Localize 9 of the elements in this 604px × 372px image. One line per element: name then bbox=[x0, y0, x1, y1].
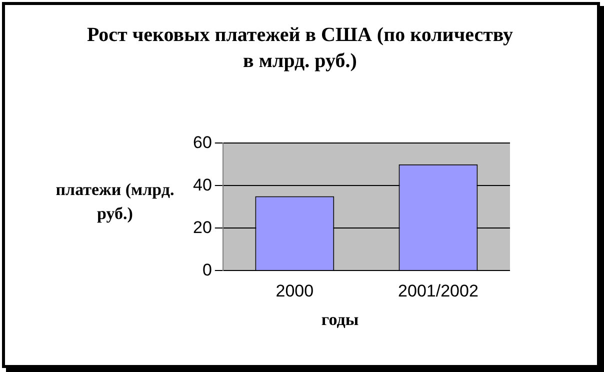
chart-title: Рост чековых платежей в США (по количеству в млрд. руб.) bbox=[86, 23, 514, 74]
y-tick-label: 60 bbox=[192, 132, 212, 152]
x-tick-label: 2000 bbox=[276, 281, 314, 300]
x-tick-label: 2001/2002 bbox=[398, 281, 478, 300]
y-tick-label: 20 bbox=[192, 218, 212, 237]
x-axis-title: годы bbox=[320, 310, 360, 330]
y-tick-label: 0 bbox=[202, 260, 212, 280]
y-axis-title: платежи (млрд. руб.) bbox=[54, 179, 176, 225]
y-tick-label: 40 bbox=[192, 175, 212, 194]
